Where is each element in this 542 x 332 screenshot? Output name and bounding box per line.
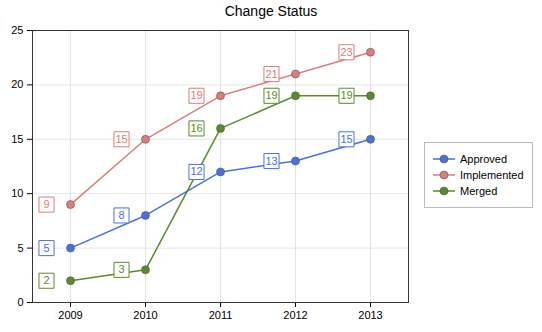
svg-text:10: 10 xyxy=(11,187,23,199)
svg-text:9: 9 xyxy=(43,198,49,210)
svg-text:15: 15 xyxy=(340,133,352,145)
svg-text:5: 5 xyxy=(43,242,49,254)
svg-text:19: 19 xyxy=(265,89,277,101)
svg-text:2012: 2012 xyxy=(283,309,307,321)
svg-text:2011: 2011 xyxy=(209,309,233,321)
html-text:Merged: Merged xyxy=(460,185,498,197)
svg-text:25: 25 xyxy=(11,24,23,36)
svg-text:2009: 2009 xyxy=(58,309,82,321)
svg-text:16: 16 xyxy=(190,122,202,134)
svg-text:2: 2 xyxy=(43,274,49,286)
svg-text:2013: 2013 xyxy=(358,309,382,321)
svg-text:8: 8 xyxy=(118,209,124,221)
svg-text:13: 13 xyxy=(265,155,277,167)
svg-text:5: 5 xyxy=(17,242,23,254)
svg-text:19: 19 xyxy=(340,89,352,101)
svg-text:12: 12 xyxy=(190,165,202,177)
svg-text:15: 15 xyxy=(115,133,127,145)
html-text:Approved: Approved xyxy=(460,153,508,165)
svg-text:2010: 2010 xyxy=(133,309,157,321)
html-text:Change Status: Change Status xyxy=(224,3,318,19)
svg-text:3: 3 xyxy=(118,263,124,275)
html-text:Implemented: Implemented xyxy=(460,169,524,181)
svg-text:19: 19 xyxy=(190,89,202,101)
svg-text:21: 21 xyxy=(265,68,277,80)
svg-text:0: 0 xyxy=(17,296,23,308)
svg-text:15: 15 xyxy=(11,133,23,145)
svg-text:23: 23 xyxy=(340,46,352,58)
svg-text:20: 20 xyxy=(11,78,23,90)
